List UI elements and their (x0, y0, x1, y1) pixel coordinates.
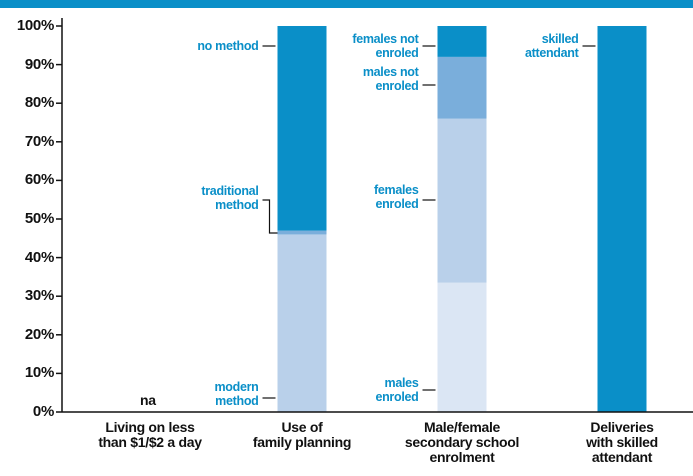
bar-segment (277, 230, 327, 235)
y-tick-label: 100% (16, 17, 54, 34)
series-label: traditional method (201, 184, 259, 212)
leader-line (262, 199, 278, 234)
bar-segment (437, 282, 487, 412)
y-tick-label: 30% (24, 287, 54, 305)
bar-segment (277, 234, 327, 412)
series-label: females enroled (374, 183, 419, 211)
series-label: modern method (214, 380, 259, 408)
y-tick-label: 20% (24, 325, 54, 343)
bar-segment (597, 26, 647, 412)
bar-segment (437, 56, 487, 119)
annotation: na (140, 392, 156, 408)
x-tick-label: Deliveries with skilled attendant (586, 419, 658, 465)
series-label: no method (197, 39, 259, 53)
series-label: males not enroled (362, 65, 419, 93)
bar-segment (437, 26, 487, 57)
bar-segment (277, 26, 327, 231)
x-tick-label: Living on less than $1/$2 a day (98, 419, 202, 450)
bar-segment (437, 118, 487, 283)
y-tick-label: 70% (24, 132, 54, 150)
y-tick-label: 60% (24, 171, 54, 189)
y-tick-label: 10% (24, 364, 54, 382)
y-tick-label: 0% (32, 403, 54, 420)
series-label: males enroled (375, 376, 419, 404)
x-tick-label: Male/female secondary school enrolment (404, 419, 520, 465)
series-label: skilled attendant (524, 32, 579, 60)
x-tick-label: Use of family planning (252, 419, 352, 450)
y-tick-label: 90% (24, 55, 54, 73)
header-band (0, 0, 693, 8)
y-tick-label: 80% (24, 94, 54, 112)
series-label: females not enroled (352, 32, 419, 60)
y-tick-label: 40% (24, 248, 54, 266)
y-tick-label: 50% (24, 210, 54, 227)
